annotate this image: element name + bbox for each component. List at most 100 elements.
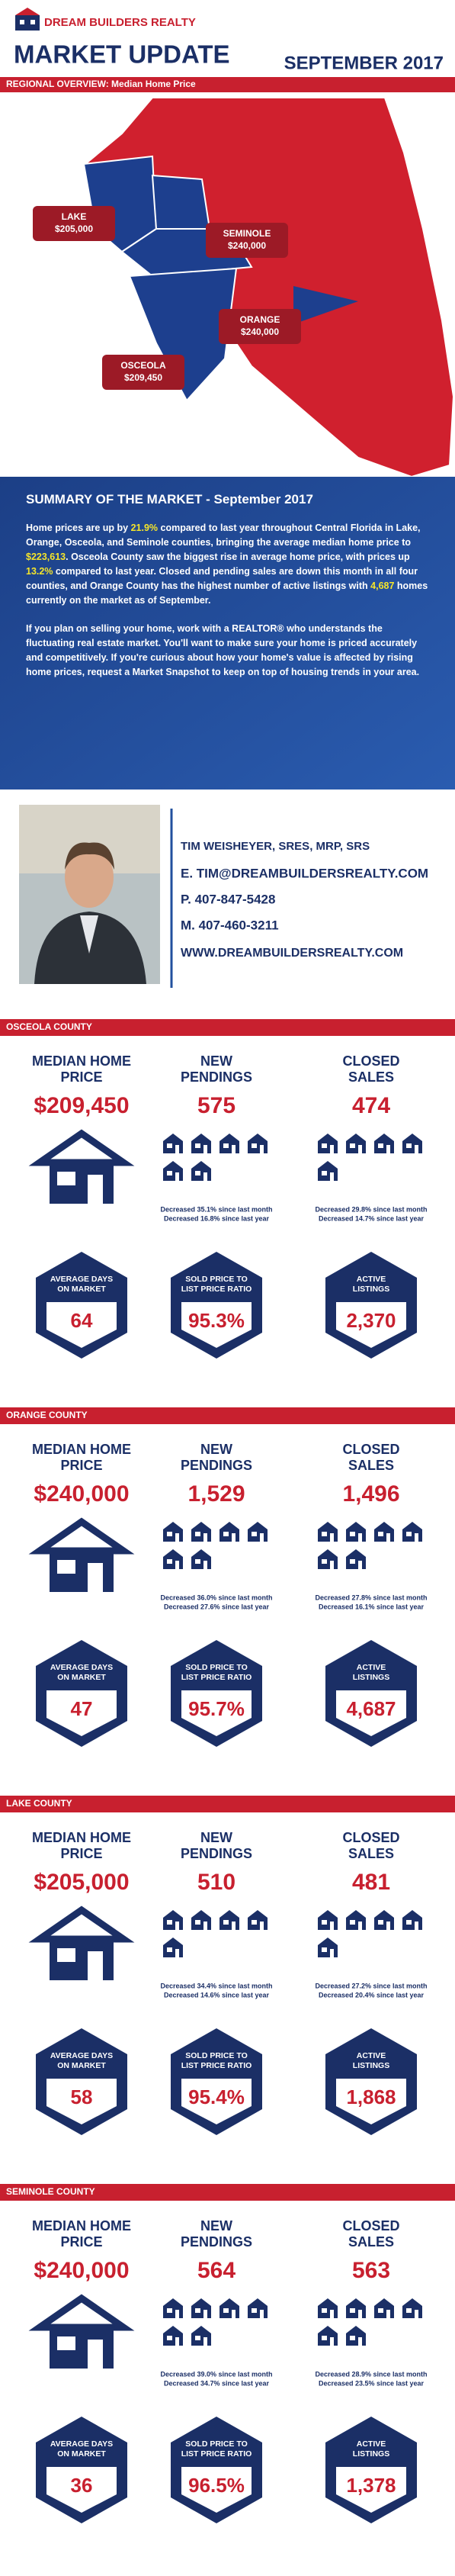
summary: SUMMARY OF THE MARKET - September 2017 H…: [0, 477, 455, 790]
house-door: [203, 1172, 207, 1181]
house-icon: [191, 1161, 211, 1181]
house-shape: [163, 1549, 183, 1569]
house-shape: [346, 1549, 366, 1569]
window: [57, 2336, 75, 2350]
metric-label: NEW: [200, 2218, 232, 2233]
section-label: REGIONAL OVERVIEW: Median Home Price: [6, 79, 196, 89]
metric-value: 2,370: [346, 1309, 396, 1332]
house-icon: [374, 1910, 394, 1930]
house-door: [330, 1561, 334, 1569]
metric-value: 36: [71, 2474, 93, 2497]
house-icon: [219, 1134, 239, 1153]
note: Decreased 34.7% since last year: [164, 2379, 270, 2387]
house-door: [358, 2337, 362, 2346]
text: . Osceola County saw the biggest rise in…: [66, 552, 410, 562]
agent-mobile: M. 407-460-3211: [181, 918, 279, 932]
metric-value: $205,000: [34, 1870, 129, 1895]
house-shape: [191, 2298, 211, 2318]
house-window: [350, 1143, 355, 1148]
metric-label: LISTINGS: [353, 2061, 389, 2070]
metric-value: 1,378: [346, 2474, 396, 2497]
house-window: [195, 1143, 200, 1148]
metric-label: SOLD PRICE TO: [185, 1663, 247, 1672]
map-label-box: [102, 355, 184, 390]
hexagon-inner: [336, 1302, 406, 1348]
house-shape: [346, 2326, 366, 2346]
highlight: 21.9%: [130, 523, 159, 533]
house-window: [195, 2336, 200, 2340]
map-label-box: [206, 223, 288, 258]
house-icon: [318, 1938, 338, 1957]
house-door: [415, 1533, 418, 1542]
metric-value: 1,868: [346, 2086, 396, 2108]
metric-label: LIST PRICE RATIO: [181, 2449, 252, 2459]
house-door: [232, 2310, 236, 2318]
metric-label: AVERAGE DAYS: [50, 2051, 113, 2060]
county-name: OSCEOLA COUNTY: [6, 1021, 92, 1032]
metric-label: MEDIAN HOME: [32, 1442, 131, 1457]
metric-value: 4,687: [346, 1697, 396, 1720]
note: Decreased 35.1% since last month: [160, 1205, 272, 1213]
house-icon: [402, 1522, 422, 1542]
metric-label: LIST PRICE RATIO: [181, 1285, 252, 1294]
hexagon-inner: [46, 2467, 117, 2513]
house-door: [203, 2337, 207, 2346]
house-door: [330, 1949, 334, 1957]
house-icon: [163, 2298, 183, 2318]
highlight: $223,613: [26, 552, 66, 562]
house-shape: [374, 1134, 394, 1153]
house-window: [378, 2308, 383, 2313]
metric-label: PENDINGS: [181, 2234, 252, 2250]
house-window: [167, 1532, 172, 1536]
house-shape: [318, 2326, 338, 2346]
metric-value: 47: [71, 1697, 93, 1720]
house-shape: [402, 1910, 422, 1930]
note: Decreased 34.4% since last month: [160, 1982, 272, 1989]
metric-label: SALES: [348, 2234, 394, 2250]
house-icon: [402, 2298, 422, 2318]
house-icon: [402, 1134, 422, 1153]
house-window: [252, 1143, 257, 1148]
house-shape: [318, 1910, 338, 1930]
house-window: [322, 1532, 327, 1536]
date: SEPTEMBER 2017: [284, 53, 444, 73]
house-window: [195, 1171, 200, 1175]
metric-label: AVERAGE DAYS: [50, 1275, 113, 1284]
house-door: [175, 1533, 179, 1542]
metric-value: 95.7%: [188, 1697, 245, 1720]
hexagon-inner: [46, 1302, 117, 1348]
metric-label: MEDIAN HOME: [32, 1053, 131, 1069]
hexagon-inner: [46, 2079, 117, 2124]
metric-value: $240,000: [34, 1481, 129, 1507]
metric-value: 64: [71, 1309, 93, 1332]
metric-label: LISTINGS: [353, 1285, 389, 1294]
house-icon: [318, 1549, 338, 1569]
house-shape: [219, 1134, 239, 1153]
hexagon-inner: [336, 2467, 406, 2513]
map-label-value: $209,450: [124, 372, 162, 383]
roof: [28, 1517, 135, 1555]
house-icon: [346, 2326, 366, 2346]
metric-label: CLOSED: [342, 1053, 399, 1069]
logo-mark: [15, 8, 40, 31]
house-door: [330, 2337, 334, 2346]
county-bar: [0, 1019, 455, 1036]
house-window: [322, 1920, 327, 1925]
metric-label: LISTINGS: [353, 2449, 389, 2459]
house-icon: [219, 1522, 239, 1542]
house-window: [322, 1143, 327, 1148]
map-label-name: SEMINOLE: [223, 228, 271, 239]
house-window: [406, 1532, 412, 1536]
summary-background: [0, 477, 455, 790]
brand: DREAM BUILDERS REALTY: [44, 16, 196, 29]
house-door: [203, 1145, 207, 1153]
house-door: [203, 2310, 207, 2318]
metric-label: PENDINGS: [181, 1069, 252, 1085]
house-icon: [191, 1522, 211, 1542]
door: [88, 1951, 103, 1980]
house-door: [330, 2310, 334, 2318]
house-shape: [318, 1161, 338, 1181]
note: Decreased 14.6% since last year: [164, 1991, 270, 1999]
